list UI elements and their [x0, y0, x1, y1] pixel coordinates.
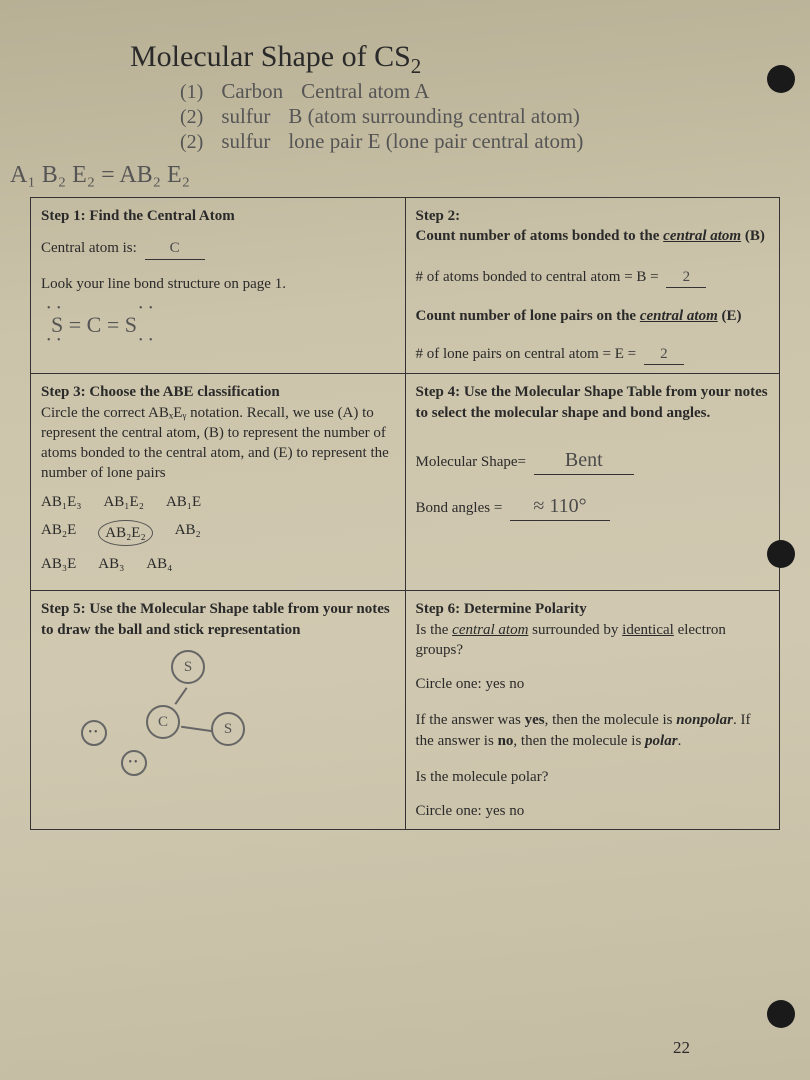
q1d: identical: [622, 622, 674, 638]
abe-row-2: AB₃E AB₃ AB₄: [41, 554, 395, 574]
e-label: # of lone pairs on central atom = E =: [416, 346, 637, 362]
lone-pair-2: ••: [121, 750, 147, 776]
central-atom-label: Central atom is:: [41, 240, 137, 256]
atom-top: S: [171, 650, 205, 684]
step3-cell: Step 3: Choose the ABE classification Ci…: [31, 374, 406, 591]
e-heading: Count number of lone pairs on the: [416, 308, 640, 324]
expg: , then the molecule is: [513, 733, 645, 749]
formula-note: A₁ B₂ E₂ = AB₂ E₂: [10, 162, 780, 189]
title-prefix: Molecular Shape of CS: [130, 40, 411, 73]
angle-label: Bond angles =: [416, 500, 503, 516]
shape-value: Bent: [534, 447, 634, 475]
expa: If the answer was: [416, 712, 525, 728]
legend-num-2: (2): [180, 131, 203, 154]
atom-center: C: [146, 705, 180, 739]
angle-value: ≈ 110°: [510, 493, 610, 521]
lone-pair-1: ••: [81, 720, 107, 746]
legend-name-2: sulfur: [221, 129, 270, 154]
b-value: 2: [666, 267, 706, 288]
abe-0-0: AB₁E₃: [41, 492, 81, 512]
step6-cell: Step 6: Determine Polarity Is the centra…: [405, 591, 780, 830]
atom-right: S: [211, 712, 245, 746]
ball-stick-drawing: S C S •• ••: [41, 640, 395, 780]
abe-1-2: AB₂: [175, 520, 201, 546]
step5-cell: Step 5: Use the Molecular Shape table fr…: [31, 591, 406, 830]
legend-name-1: sulfur: [221, 104, 270, 129]
step1-look-text: Look your line bond structure on page 1.: [41, 274, 395, 294]
abe-2-2: AB₄: [146, 554, 172, 574]
e-heading-u: central atom: [640, 308, 718, 324]
q1b: central atom: [452, 622, 528, 638]
page-number: 22: [673, 1038, 690, 1058]
e-value: 2: [644, 344, 684, 365]
step4-cell: Step 4: Use the Molecular Shape Table fr…: [405, 374, 780, 591]
step2-sub: Count number of atoms bonded to the: [416, 228, 664, 244]
expi: .: [678, 733, 682, 749]
central-atom-value: C: [145, 238, 205, 259]
abe-1-0: AB₂E: [41, 520, 76, 546]
abe-row-1: AB₂E AB₂E₂ AB₂: [41, 520, 395, 546]
abe-1-1-circled: AB₂E₂: [98, 520, 152, 546]
abe-0-2: AB₁E: [166, 492, 201, 512]
expf: no: [498, 733, 514, 749]
worksheet-title: Molecular Shape of CS2 (1) Carbon Centra…: [130, 40, 780, 154]
step2-cell: Step 2: Count number of atoms bonded to …: [405, 198, 780, 374]
e-heading-sfx: (E): [718, 308, 742, 324]
lewis-structure: • • • • S = C = S • • • •: [41, 302, 395, 348]
legend-name-0: Carbon: [221, 79, 283, 104]
step2-sub-u: central atom: [663, 228, 741, 244]
exph: polar: [645, 733, 678, 749]
abe-row-0: AB₁E₃ AB₁E₂ AB₁E: [41, 492, 395, 512]
abe-2-1: AB₃: [98, 554, 124, 574]
b-label: # of atoms bonded to central atom = B =: [416, 269, 659, 285]
abe-2-0: AB₃E: [41, 554, 76, 574]
step5-heading: Step 5: Use the Molecular Shape table fr…: [41, 599, 395, 640]
step3-heading: Step 3: Choose the ABE classification: [41, 382, 395, 402]
legend-desc-2: lone pair E (lone pair central atom): [288, 129, 583, 154]
step1-cell: Step 1: Find the Central Atom Central at…: [31, 198, 406, 374]
abe-0-1: AB₁E₂: [103, 492, 143, 512]
expb: yes: [525, 712, 545, 728]
q1c: surrounded by: [528, 622, 622, 638]
legend-desc-1: B (atom surrounding central atom): [288, 104, 580, 129]
circle-one-1: Circle one: yes no: [416, 674, 770, 694]
expc: , then the molecule is: [545, 712, 677, 728]
title-sub: 2: [411, 54, 422, 78]
worksheet-table: Step 1: Find the Central Atom Central at…: [30, 197, 780, 830]
step1-heading: Step 1: Find the Central Atom: [41, 206, 395, 226]
step6-heading: Step 6: Determine Polarity: [416, 599, 770, 619]
step4-heading: Step 4: Use the Molecular Shape Table fr…: [416, 382, 770, 423]
legend-num-1: (2): [180, 106, 203, 129]
step2-heading: Step 2:: [416, 206, 770, 226]
shape-label: Molecular Shape=: [416, 454, 527, 470]
q2: Is the molecule polar?: [416, 767, 770, 787]
expd: nonpolar: [676, 712, 733, 728]
circle-one-2: Circle one: yes no: [416, 801, 770, 821]
step2-sub-sfx: (B): [741, 228, 765, 244]
legend-num-0: (1): [180, 81, 203, 104]
step3-body: Circle the correct ABₓEᵧ notation. Recal…: [41, 403, 395, 484]
q1a: Is the: [416, 622, 453, 638]
legend-desc-0: Central atom A: [301, 79, 429, 104]
